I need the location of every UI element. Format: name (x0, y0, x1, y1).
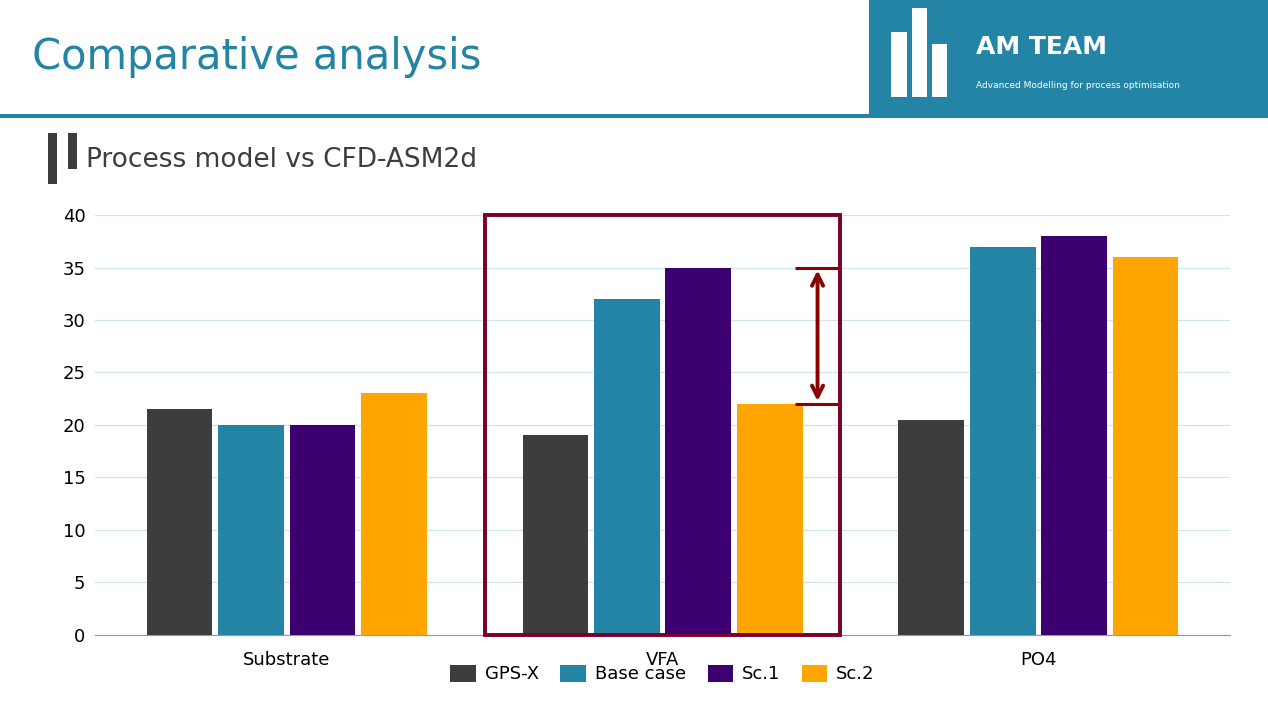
Bar (48, 133, 57, 184)
Bar (522, 435, 588, 635)
Bar (1041, 236, 1107, 635)
Bar (147, 409, 212, 635)
Bar (869, 0, 1268, 118)
Bar (289, 424, 355, 635)
Bar (68, 133, 77, 169)
Bar (1113, 257, 1178, 635)
Bar (484, 215, 841, 635)
Bar (912, 9, 927, 97)
Bar (593, 299, 659, 635)
Bar (361, 394, 426, 635)
Bar (899, 419, 964, 635)
Text: AM TEAM: AM TEAM (976, 35, 1107, 60)
Bar (891, 32, 907, 97)
Bar (0, 113, 869, 118)
Bar (970, 247, 1036, 635)
Text: Advanced Modelling for process optimisation: Advanced Modelling for process optimisat… (976, 81, 1181, 90)
Bar (0, 0, 869, 118)
Text: Process model vs CFD-ASM2d: Process model vs CFD-ASM2d (86, 146, 477, 173)
Legend: GPS-X, Base case, Sc.1, Sc.2: GPS-X, Base case, Sc.1, Sc.2 (443, 657, 883, 690)
Bar (932, 44, 947, 97)
Bar (218, 424, 284, 635)
Bar (666, 267, 732, 635)
Bar (737, 404, 803, 635)
Text: Comparative analysis: Comparative analysis (32, 36, 481, 77)
